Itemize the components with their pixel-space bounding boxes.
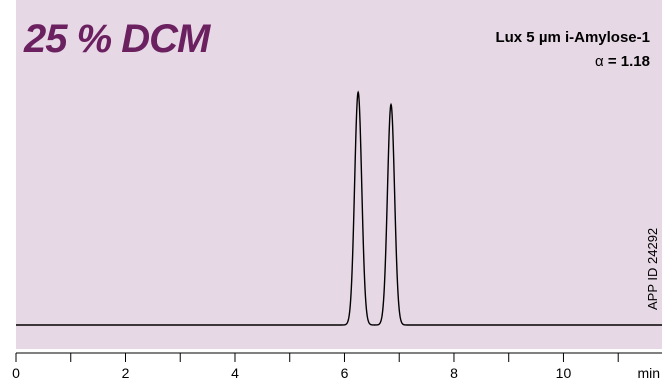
app-id-label: APP ID 24292 [645, 228, 660, 310]
alpha-value: = 1.18 [604, 53, 650, 70]
column-label: Lux 5 µm i-Amylose-1 [495, 29, 650, 46]
x-tick-label: 6 [341, 365, 349, 381]
chromatogram-trace [16, 90, 662, 326]
x-axis: 0 2 4 6 8 10 min [12, 352, 662, 381]
x-tick-label: 8 [450, 365, 458, 381]
chart-title: 25 % DCM [23, 17, 212, 61]
x-tick-label: 10 [556, 365, 572, 381]
x-tick-label: 2 [122, 365, 130, 381]
x-tick-label: 4 [231, 365, 239, 381]
trace-layer [16, 90, 662, 326]
plot-panel [16, 0, 662, 349]
alpha-label: α = 1.18 [595, 53, 650, 70]
x-axis-unit-label: min [637, 365, 660, 381]
x-tick-label: 0 [12, 365, 20, 381]
alpha-symbol: α [595, 53, 604, 70]
